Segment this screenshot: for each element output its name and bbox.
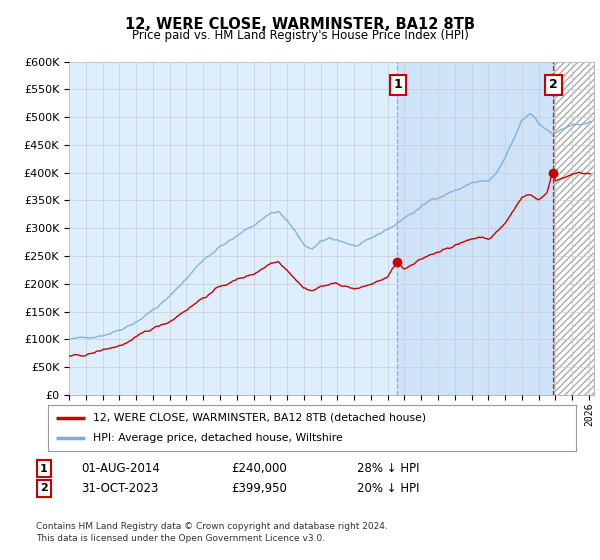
Bar [397, 62, 554, 395]
Bar [554, 62, 594, 395]
Text: £399,950: £399,950 [231, 482, 287, 495]
Text: 20% ↓ HPI: 20% ↓ HPI [357, 482, 419, 495]
Text: HPI: Average price, detached house, Wiltshire: HPI: Average price, detached house, Wilt… [93, 433, 343, 443]
Bar [554, 62, 594, 395]
Text: 1: 1 [40, 464, 47, 474]
Text: 1: 1 [394, 78, 403, 91]
Text: 28% ↓ HPI: 28% ↓ HPI [357, 462, 419, 475]
Text: Price paid vs. HM Land Registry's House Price Index (HPI): Price paid vs. HM Land Registry's House … [131, 29, 469, 42]
Text: 01-AUG-2014: 01-AUG-2014 [81, 462, 160, 475]
Text: 2: 2 [549, 78, 558, 91]
Text: 12, WERE CLOSE, WARMINSTER, BA12 8TB: 12, WERE CLOSE, WARMINSTER, BA12 8TB [125, 17, 475, 32]
Text: 12, WERE CLOSE, WARMINSTER, BA12 8TB (detached house): 12, WERE CLOSE, WARMINSTER, BA12 8TB (de… [93, 413, 426, 423]
Text: Contains HM Land Registry data © Crown copyright and database right 2024.
This d: Contains HM Land Registry data © Crown c… [36, 522, 388, 543]
Text: 2: 2 [40, 483, 47, 493]
Text: 31-OCT-2023: 31-OCT-2023 [81, 482, 158, 495]
Text: £240,000: £240,000 [231, 462, 287, 475]
